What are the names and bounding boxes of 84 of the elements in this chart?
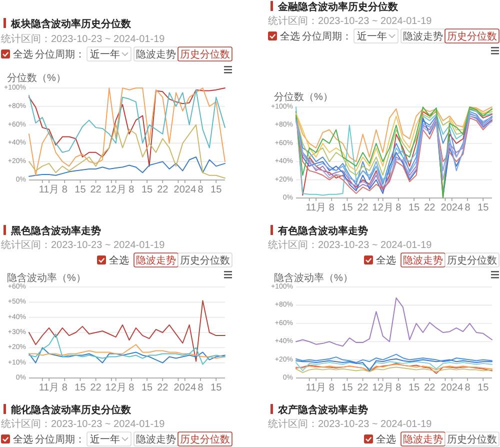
tab-button: 历史分位数 xyxy=(444,28,500,44)
x-tick-label: 15 xyxy=(478,382,490,394)
tab-button: 隐波走势 xyxy=(400,252,446,268)
x-tick-label: 8 xyxy=(62,184,68,196)
x-tick-label: 22 xyxy=(90,184,102,196)
tab-button: 隐波走势 xyxy=(400,432,446,446)
x-tick-label: 11月 xyxy=(306,202,326,214)
chart-subtitle: 统计区间：2023-10-23 ~ 2024-01-19 xyxy=(1,239,166,251)
x-tick-label: 15 xyxy=(408,202,420,214)
x-tick-label: 15 xyxy=(342,382,354,394)
tab-button: 隐波走势 xyxy=(134,252,178,268)
tab-button: 历史分位数 xyxy=(178,252,232,268)
x-tick-label: 22 xyxy=(424,382,436,394)
x-tick-label: 22 xyxy=(357,202,369,214)
text: 全选 xyxy=(376,254,396,266)
text: 统计区间：2023-10-23 ~ 2024-01-19 xyxy=(268,418,432,430)
text: 全选 xyxy=(376,434,396,446)
x-tick-label: 22 xyxy=(424,202,436,214)
x-tick-label: 8 xyxy=(328,382,335,394)
tab-button: 隐波走势 xyxy=(400,28,446,44)
x-tick-label: 15 xyxy=(74,382,86,394)
chart-subtitle: 统计区间：2023-10-23 ~ 2024-01-19 xyxy=(1,33,166,45)
x-tick-label: 11月 xyxy=(306,382,326,394)
x-tick-label: 8 xyxy=(396,202,402,214)
x-tick-label: 15 xyxy=(74,184,86,196)
text: 全选 xyxy=(13,48,33,60)
chart-title: 金融隐含波动率历史分位数 xyxy=(277,1,399,13)
chart-subtitle: 统计区间：2023-10-23 ~ 2024-01-19 xyxy=(268,15,432,27)
chart-title: 板块隐含波动率历史分位数 xyxy=(10,18,132,30)
chart-title: 有色隐含波动率走势 xyxy=(277,225,368,237)
text: 全选 xyxy=(280,30,300,42)
text: 分位周期： xyxy=(35,434,85,446)
chart-subtitle: 统计区间：2023-10-23 ~ 2024-01-19 xyxy=(268,239,432,251)
x-tick-label: 12月 xyxy=(105,382,126,394)
x-tick-label: 22 xyxy=(90,382,102,394)
x-tick-label: 15 xyxy=(210,184,222,196)
x-tick-label: 11月 xyxy=(38,382,60,394)
x-tick-label: 8 xyxy=(128,382,135,394)
x-tick-label: 15 xyxy=(141,184,154,196)
dropdown-field: 近一年 xyxy=(86,46,132,62)
chart-title: 黑色隐含波动率走势 xyxy=(10,225,101,237)
x-tick-label: 8 xyxy=(128,184,135,196)
y-axis-title: 分位数（%） xyxy=(274,91,333,103)
tab-button: 历史分位数 xyxy=(444,432,500,446)
dropdown-field: 近一年 xyxy=(354,28,398,44)
x-tick-label: 2024 xyxy=(174,382,196,394)
x-tick-label: 15 xyxy=(141,382,154,394)
x-tick-label: 2024 xyxy=(174,184,196,196)
x-tick-label: 8 xyxy=(328,202,335,214)
x-tick-label: 22 xyxy=(157,184,169,196)
x-tick-label: 8 xyxy=(198,382,204,394)
text: 统计区间：2023-10-23 ~ 2024-01-19 xyxy=(1,418,166,430)
x-tick-label: 11月 xyxy=(38,184,60,196)
tab-button: 隐波走势 xyxy=(134,46,178,62)
x-tick-label: 22 xyxy=(357,382,369,394)
y-axis-title: 隐含波动率（%） xyxy=(274,272,353,284)
tab-button: 历史分位数 xyxy=(444,252,500,268)
text: 能化隐含波动率历史分位数 xyxy=(11,404,132,416)
x-tick-label: 8 xyxy=(198,184,204,196)
y-axis-title: 分位数（%） xyxy=(7,72,66,84)
dropdown-field: 近一年 xyxy=(86,432,132,446)
x-tick-label: 2024 xyxy=(440,202,464,214)
x-tick-label: 2024 xyxy=(440,382,464,394)
x-tick-label: 12月 xyxy=(372,382,394,394)
x-tick-label: 8 xyxy=(464,382,471,394)
x-tick-label: 15 xyxy=(408,382,420,394)
x-tick-label: 15 xyxy=(342,202,354,214)
x-tick-label: 12月 xyxy=(105,184,126,196)
x-tick-label: 15 xyxy=(478,202,490,214)
tab-button: 隐波走势 xyxy=(134,432,178,446)
tab-button: 历史分位数 xyxy=(178,46,232,62)
x-tick-label: 15 xyxy=(210,382,222,394)
x-tick-label: 12月 xyxy=(372,202,394,214)
text: 分位周期： xyxy=(35,48,85,60)
y-axis-title: 隐含波动率（%） xyxy=(7,272,86,284)
text: 全选 xyxy=(109,254,129,266)
x-tick-label: 8 xyxy=(62,382,68,394)
text: 农产隐含波动率走势 xyxy=(277,404,368,416)
x-tick-label: 8 xyxy=(464,202,471,214)
tab-button: 历史分位数 xyxy=(178,432,232,446)
x-tick-label: 22 xyxy=(157,382,169,394)
x-tick-label: 8 xyxy=(396,382,402,394)
text: 分位周期： xyxy=(302,30,352,42)
text: 全选 xyxy=(13,434,33,446)
